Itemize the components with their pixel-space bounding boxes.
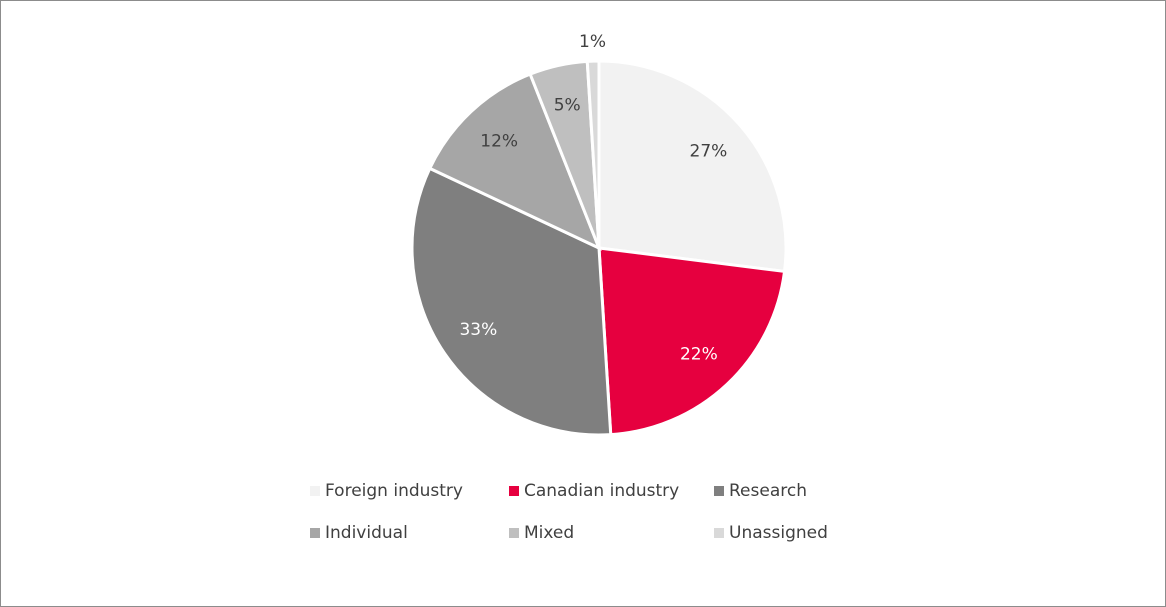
legend-label: Research [729,481,807,501]
legend-label: Mixed [524,523,574,543]
legend-label: Individual [325,523,408,543]
data-label: 27% [690,142,728,162]
pie-slice [427,72,602,251]
data-label: 1% [579,32,606,52]
pie-slice [585,59,601,249]
legend-swatch [714,528,724,538]
pie-slice [410,166,613,437]
legend-label: Foreign industry [325,481,463,501]
legend-label: Unassigned [729,523,828,543]
data-label: 33% [459,320,497,340]
pie-slice [597,59,788,274]
legend-swatch [509,486,519,496]
legend-label: Canadian industry [524,481,679,501]
legend-swatch [509,528,519,538]
legend-swatch [310,528,320,538]
data-label: 12% [480,132,518,152]
legend-swatch [714,486,724,496]
legend-swatch [310,486,320,496]
data-label: 22% [680,344,718,364]
pie-slice [597,246,787,437]
data-label: 5% [554,96,581,116]
